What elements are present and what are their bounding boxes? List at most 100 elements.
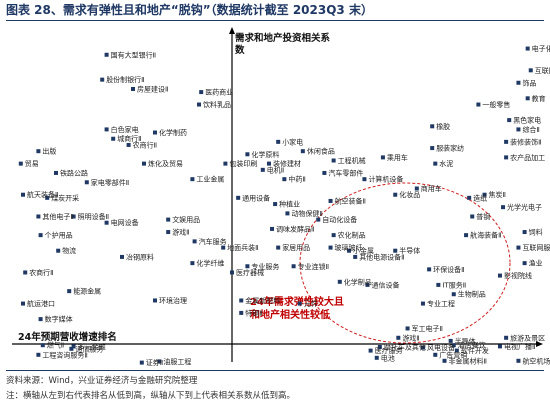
data-point [273,202,278,207]
data-point [239,310,244,315]
data-point [260,167,265,172]
data-point [40,343,45,348]
point-label: 半导体 [399,246,420,255]
annotation-line-1: 24年需求弹性较大且 [250,295,344,308]
point-label: 房屋建设Ⅱ [137,84,168,93]
point-label: 渔业 [529,259,543,268]
point-label: 影视院线 [504,271,532,280]
data-point [276,139,281,144]
data-point [331,158,336,163]
point-label: 黑色家电 [513,116,541,125]
data-point [236,195,241,200]
data-point [377,345,382,349]
data-point [507,118,512,123]
point-label: 证券Ⅱ [146,358,163,367]
data-point [433,161,438,166]
point-label: 航空机场 [522,356,550,365]
data-point [414,186,419,191]
point-label: 造纸 [473,193,487,202]
y-axis-title: 需求和地产投资相关系 [235,32,331,44]
data-point [239,298,244,303]
data-point [291,264,296,269]
point-label: 化学制品 [344,277,372,286]
point-label: 一般零售 [482,100,510,109]
source-note: 资料来源：Wind，兴业证券经济与金融研究院整理 [6,376,198,386]
point-label: 航空装备Ⅱ [335,196,366,205]
point-label: 农化制品 [338,231,366,240]
data-point [504,335,509,340]
axis-note: 注：横轴从左到右代表排名从低到高，纵轴从下到上代表相关系数从低到高。 [6,391,296,401]
point-label: 化妆品 [399,190,420,199]
data-point [451,292,456,297]
point-label: 汽车服务 [199,237,227,246]
point-label: 煤炭开采 [51,193,79,202]
data-point [139,360,144,365]
data-point [245,152,250,157]
data-point [516,127,521,132]
data-point [245,264,250,269]
data-point [393,192,398,197]
data-point [71,344,76,349]
data-point [36,352,41,357]
data-point [192,239,197,244]
data-point [197,102,201,107]
data-point [23,270,28,275]
point-label: 摩托车及其他 [384,343,426,352]
point-label: 游戏Ⅱ [402,333,419,342]
point-label: 橡胶 [436,122,450,131]
point-label: 半导体 [455,336,476,345]
x-axis-arrow [536,341,543,347]
point-label: 计算机设备 [368,175,403,184]
point-label: 多元金融 [78,342,106,351]
data-point [54,170,58,175]
data-point [104,127,109,132]
data-point [448,338,453,343]
point-label: 饮料乳品 [203,100,231,109]
point-label: 炼化及贸易 [148,159,183,168]
data-point [285,211,290,216]
data-point [297,301,302,306]
point-label: 旅游及景区 [510,333,545,342]
point-label: 休闲食品 [307,147,335,156]
data-point [433,352,438,357]
point-label: 农产品加工 [510,153,545,162]
data-point [153,130,157,135]
point-label: 农商行Ⅱ [133,140,157,149]
data-point [362,177,367,182]
point-label: 生物制品 [458,290,486,299]
point-label: 互联网电商 [535,66,550,75]
data-point [328,245,333,250]
data-point [420,345,425,350]
data-point [71,214,76,219]
point-label: 航海装备Ⅱ [470,231,501,240]
point-label: 家电零部件Ⅱ [91,178,129,187]
point-label: 城商行Ⅱ [117,134,141,143]
data-point [153,298,157,303]
data-point [522,230,527,235]
data-point [405,326,410,331]
point-label: 焦炭Ⅱ [489,190,506,199]
data-point [36,214,41,219]
data-point [266,161,271,166]
x-axis-title: 24年预期营收增速排名 [18,331,117,343]
point-label: 非金属材料Ⅱ [449,356,487,365]
chart-title: 图表 28、需求有弹性且和地产“脱钩”（数据统计截至 2023Q3 末） [6,3,373,17]
data-point [464,233,469,238]
point-label: 水泥 [439,159,453,168]
data-point [282,177,287,182]
point-label: 动物保健Ⅱ [291,209,322,218]
highlight-ellipse [299,182,511,344]
data-point [126,142,131,147]
point-label: 装修建材 [273,159,301,168]
point-label: 铁路公路 [60,168,88,177]
point-label: 能源金属 [73,287,101,296]
data-point [270,226,275,231]
point-label: 专业连锁Ⅱ [298,262,329,271]
data-point [84,180,89,185]
point-label: 物流 [62,246,76,255]
data-point [104,220,109,225]
point-label: 软件开发 [461,346,489,355]
point-label: 农商行Ⅱ [29,268,53,277]
data-point [221,245,226,250]
